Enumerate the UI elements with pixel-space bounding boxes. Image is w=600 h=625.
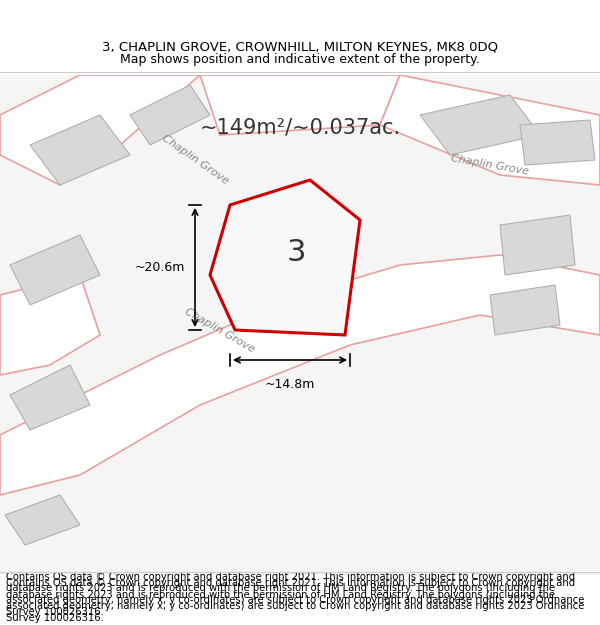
- Polygon shape: [0, 75, 200, 185]
- Text: Chaplin Grove: Chaplin Grove: [183, 306, 257, 354]
- Polygon shape: [380, 75, 600, 185]
- Text: Contains OS data © Crown copyright and database right 2021. This information is : Contains OS data © Crown copyright and d…: [6, 572, 584, 617]
- Polygon shape: [0, 275, 100, 375]
- Polygon shape: [10, 235, 100, 305]
- FancyBboxPatch shape: [0, 75, 600, 575]
- Polygon shape: [210, 180, 360, 335]
- Text: ~149m²/~0.037ac.: ~149m²/~0.037ac.: [199, 117, 401, 137]
- Text: 3: 3: [287, 238, 307, 267]
- Polygon shape: [200, 75, 400, 135]
- Polygon shape: [10, 365, 90, 430]
- Polygon shape: [130, 85, 210, 145]
- Polygon shape: [500, 215, 575, 275]
- Polygon shape: [0, 255, 600, 495]
- Polygon shape: [490, 285, 560, 335]
- Text: Map shows position and indicative extent of the property.: Map shows position and indicative extent…: [120, 52, 480, 66]
- Text: ~20.6m: ~20.6m: [134, 261, 185, 274]
- Polygon shape: [520, 120, 595, 165]
- Text: Contains OS data © Crown copyright and database right 2021. This information is : Contains OS data © Crown copyright and d…: [6, 578, 584, 623]
- Text: ~14.8m: ~14.8m: [265, 378, 315, 391]
- Polygon shape: [420, 95, 540, 155]
- Text: 3, CHAPLIN GROVE, CROWNHILL, MILTON KEYNES, MK8 0DQ: 3, CHAPLIN GROVE, CROWNHILL, MILTON KEYN…: [102, 40, 498, 53]
- Text: Chaplin Grove: Chaplin Grove: [450, 153, 530, 177]
- Text: Chaplin Grove: Chaplin Grove: [160, 133, 230, 187]
- Polygon shape: [30, 115, 130, 185]
- Polygon shape: [5, 495, 80, 545]
